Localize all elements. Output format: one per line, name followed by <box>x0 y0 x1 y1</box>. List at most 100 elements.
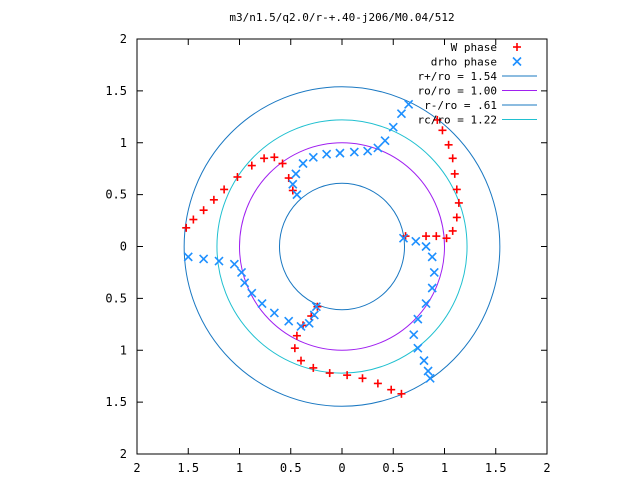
w-phase-point-21 <box>442 234 451 243</box>
w-phase-point-8 <box>270 153 279 162</box>
y-tick-label-8: 2 <box>120 447 127 461</box>
w-phase-point-3 <box>209 195 218 204</box>
drho-phase-point-34 <box>421 298 431 309</box>
x-tick-label-0: 2 <box>133 461 140 475</box>
drho-phase-point-30 <box>421 241 431 252</box>
drho-phase-point-24 <box>296 321 306 331</box>
drho-phase-point-13 <box>292 190 302 200</box>
legend-label-3: ro/ro = 1.00 <box>418 85 497 98</box>
drho-phase-point-14 <box>183 252 193 262</box>
w-phase-point-19 <box>452 213 461 222</box>
drho-phase-point-32 <box>429 267 439 278</box>
x-tick-label-8: 2 <box>543 461 550 475</box>
w-phase-point-11 <box>288 186 297 195</box>
x-tick-label-6: 1 <box>441 461 448 475</box>
w-phase-point-9 <box>278 159 287 168</box>
legend-label-1: drho phase <box>431 56 497 69</box>
x-tick-label-5: 0.5 <box>382 461 404 475</box>
y-tick-label-7: 1.5 <box>105 395 127 409</box>
drho-phase-point-38 <box>419 356 429 366</box>
drho-phase-point-1 <box>396 109 407 119</box>
y-tick-label-6: 1 <box>120 343 127 357</box>
drho-phase-point-15 <box>199 254 209 264</box>
chart-title: m3/n1.5/q2.0/r-+.40-j206/M0.04/512 <box>229 11 454 24</box>
drho-phase-point-22 <box>269 308 279 318</box>
w-phase-point-0 <box>182 223 191 232</box>
drho-phase-point-40 <box>425 373 435 383</box>
drho-phase-point-35 <box>413 314 423 324</box>
drho-phase-point-23 <box>284 316 294 326</box>
y-tick-label-4: 0 <box>120 240 127 254</box>
drho-phase-point-21 <box>257 298 267 309</box>
drho-phase-point-18 <box>236 267 247 278</box>
drho-phase-point-7 <box>335 148 345 158</box>
w-phase-point-28 <box>358 374 367 383</box>
drho-phase-point-5 <box>363 146 373 156</box>
drho-phase-point-17 <box>229 259 239 269</box>
x-tick-label-4: 0 <box>338 461 345 475</box>
w-phase-point-32 <box>297 356 305 365</box>
drho-phase-point-25 <box>304 318 314 328</box>
w-phase-point-7 <box>260 154 269 163</box>
drho-phase-point-0 <box>404 99 414 109</box>
drho-phase-point-26 <box>309 310 319 320</box>
drho-phase-point-27 <box>311 302 321 312</box>
x-tick-label-2: 1 <box>236 461 243 475</box>
drho-phase-point-11 <box>291 169 301 179</box>
w-phase-point-6 <box>247 161 256 170</box>
legend-label-2: r+/ro = 1.54 <box>418 70 498 83</box>
w-phase-point-30 <box>325 369 334 378</box>
circle-series-4 <box>278 182 406 311</box>
legend-label-5: rc/ro = 1.22 <box>418 114 497 127</box>
w-phase-point-29 <box>343 371 352 380</box>
x-tick-label-1: 1.5 <box>177 461 199 475</box>
data-points <box>182 99 463 398</box>
drho-phase-point-39 <box>423 366 433 376</box>
w-phase-point-18 <box>454 198 463 207</box>
legend-marker-0 <box>513 43 521 51</box>
w-phase-point-13 <box>438 126 447 135</box>
w-phase-point-2 <box>199 206 208 215</box>
drho-phase-point-31 <box>427 252 437 262</box>
drho-phase-point-6 <box>349 147 359 157</box>
x-tick-label-3: 0.5 <box>280 461 302 475</box>
drho-phase-point-19 <box>240 278 250 288</box>
y-tick-label-1: 1.5 <box>105 84 127 98</box>
w-phase-point-23 <box>422 232 431 241</box>
drho-phase-point-12 <box>288 179 298 189</box>
drho-phase-point-2 <box>388 122 398 132</box>
drho-phase-point-10 <box>298 158 308 169</box>
drho-phase-point-20 <box>247 288 257 298</box>
w-phase-point-25 <box>397 389 406 398</box>
axis-ticks: 2 1.5 1 0.5 0 0.5 1 1.5 221.510.500.511.52 <box>105 32 550 475</box>
circle-series-3 <box>239 142 445 351</box>
drho-phase-point-28 <box>398 233 409 243</box>
legend-marker-1 <box>512 56 522 67</box>
w-phase-point-33 <box>290 344 299 353</box>
circle-series-5 <box>216 119 468 374</box>
drho-phase-point-9 <box>308 152 318 162</box>
y-tick-label-0: 2 <box>120 32 127 46</box>
drho-phase-point-36 <box>409 330 419 340</box>
w-phase-point-26 <box>387 385 396 394</box>
w-phase-point-27 <box>373 379 382 388</box>
y-tick-label-2: 1 <box>120 136 127 150</box>
drho-phase-point-4 <box>373 143 383 153</box>
legend-label-4: r-/ro = .61 <box>424 99 497 112</box>
w-phase-point-31 <box>309 363 318 372</box>
drho-phase-point-33 <box>427 283 437 293</box>
drho-phase-point-16 <box>214 256 224 266</box>
w-phase-point-20 <box>448 226 457 235</box>
drho-phase-point-3 <box>380 136 390 146</box>
w-phase-point-34 <box>292 331 301 340</box>
w-phase-point-1 <box>189 215 198 224</box>
drho-phase-point-8 <box>322 149 332 159</box>
reference-circles <box>183 86 501 407</box>
drho-phase-point-37 <box>413 343 423 353</box>
y-tick-label-3: 0.5 <box>105 188 127 202</box>
legend-label-0: W phase <box>451 41 497 54</box>
w-phase-point-15 <box>448 154 457 163</box>
w-phase-point-5 <box>233 172 242 181</box>
